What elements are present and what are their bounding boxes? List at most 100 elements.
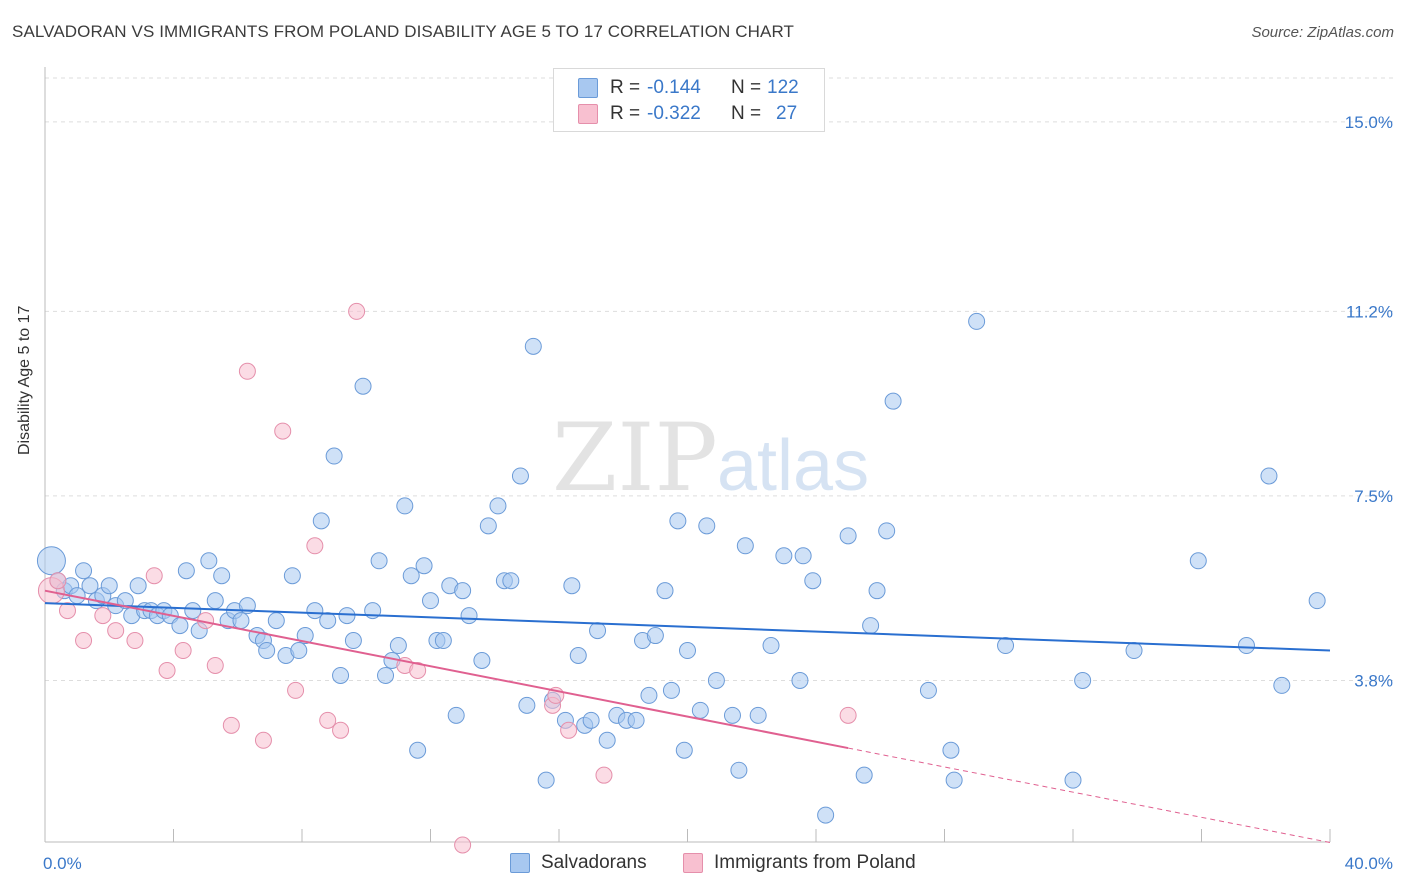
salvadoran-point <box>200 552 218 570</box>
poland-point <box>145 567 163 585</box>
legend-r-value: -0.144 <box>647 77 701 98</box>
salvadoran-point <box>794 547 812 565</box>
salvadoran-point <box>569 647 587 665</box>
salvadoran-point <box>1064 771 1082 789</box>
salvadoran-point <box>646 627 664 645</box>
bottom-legend-label: Immigrants from Poland <box>714 852 916 873</box>
poland-point <box>126 632 144 650</box>
legend-r-label: R = <box>610 103 641 124</box>
bottom-legend-swatch-poland <box>683 853 703 873</box>
salvadoran-point <box>344 632 362 650</box>
salvadoran-point <box>730 761 748 779</box>
poland-point <box>319 711 337 729</box>
salvadoran-point <box>817 806 835 824</box>
salvadoran-point <box>129 577 147 595</box>
trend-lines <box>44 589 1331 843</box>
legend-r-value: -0.322 <box>647 103 701 124</box>
poland-point <box>306 537 324 555</box>
poland-point <box>348 302 366 320</box>
salvadoran-point <box>762 637 780 655</box>
salvadoran-point <box>589 622 607 640</box>
poland-point <box>238 362 256 380</box>
salvadoran-point <box>454 582 472 600</box>
salvadoran-point <box>267 612 285 630</box>
salvadoran-point <box>736 537 754 555</box>
salvadoran-point <box>640 686 658 704</box>
salvadoran-point <box>839 527 857 545</box>
salvadoran-point <box>855 766 873 784</box>
legend-swatch-poland <box>578 104 598 124</box>
salvadoran-point <box>942 741 960 759</box>
salvadoran-point <box>415 557 433 575</box>
x-tick-label: 40.0% <box>1345 854 1393 873</box>
salvadoran-point <box>319 612 337 630</box>
salvadoran-point <box>502 572 520 590</box>
salvadoran-point <box>1125 642 1143 660</box>
salvadoran-point <box>919 681 937 699</box>
salvadoran-point <box>332 666 350 684</box>
salvadoran-point <box>868 582 886 600</box>
x-tick-labels: 0.0% 40.0% <box>43 854 1393 873</box>
salvadoran-point <box>1074 671 1092 689</box>
salvadoran-point <box>791 671 809 689</box>
salvadoran-point <box>1237 637 1255 655</box>
legend-swatch-salvadorans <box>578 78 598 98</box>
legend-n-value: 122 <box>767 77 799 98</box>
salvadorans-trend-line <box>44 602 1331 652</box>
salvadoran-point <box>396 497 414 515</box>
salvadoran-point <box>177 562 195 580</box>
salvadoran-point <box>669 512 687 530</box>
poland-point <box>254 731 272 749</box>
poland-point <box>158 661 176 679</box>
salvadoran-point <box>100 577 118 595</box>
salvadoran-point <box>402 567 420 585</box>
salvadoran-point <box>1308 592 1326 610</box>
salvadoran-point <box>206 592 224 610</box>
salvadoran-point <box>627 711 645 729</box>
y-tick-label: 15.0% <box>1345 113 1393 132</box>
salvadoran-point <box>537 771 555 789</box>
salvadoran-point <box>945 771 963 789</box>
salvadoran-point <box>473 651 491 669</box>
salvadoran-point <box>434 632 452 650</box>
poland-point <box>595 766 613 784</box>
salvadoran-point <box>862 617 880 635</box>
salvadoran-point <box>296 627 314 645</box>
salvadoran-point <box>171 617 189 635</box>
salvadoran-point <box>409 741 427 759</box>
poland-point <box>839 706 857 724</box>
legend-r-label: R = <box>610 77 641 98</box>
bottom-legend-label: Salvadorans <box>541 852 647 873</box>
salvadoran-point <box>749 706 767 724</box>
salvadoran-point <box>691 701 709 719</box>
salvadoran-point <box>563 577 581 595</box>
salvadoran-point <box>679 642 696 660</box>
poland-point <box>94 607 112 625</box>
salvadoran-point <box>698 517 716 535</box>
salvadoran-point <box>370 552 388 570</box>
salvadoran-point <box>707 671 725 689</box>
legend-n-label: N = <box>731 77 762 98</box>
y-tick-label: 3.8% <box>1354 671 1393 690</box>
salvadoran-point <box>878 522 896 540</box>
salvadoran-point <box>804 572 822 590</box>
salvadoran-point <box>582 711 600 729</box>
axes <box>44 67 1331 843</box>
poland-point <box>332 721 350 739</box>
poland-point <box>274 422 292 440</box>
x-tick-label: 0.0% <box>43 854 82 873</box>
poland-point <box>58 602 76 620</box>
salvadoran-point <box>479 517 497 535</box>
salvadoran-point <box>354 377 372 395</box>
poland-point <box>174 642 192 660</box>
poland-point <box>206 656 224 674</box>
poland-point <box>107 622 125 640</box>
salvadoran-point <box>75 562 93 580</box>
poland-point <box>409 661 427 679</box>
salvadoran-point <box>232 612 250 630</box>
salvadoran-point <box>460 607 478 625</box>
salvadoran-point <box>518 696 536 714</box>
legend-n-value: 27 <box>776 103 798 124</box>
salvadoran-point <box>511 467 529 485</box>
